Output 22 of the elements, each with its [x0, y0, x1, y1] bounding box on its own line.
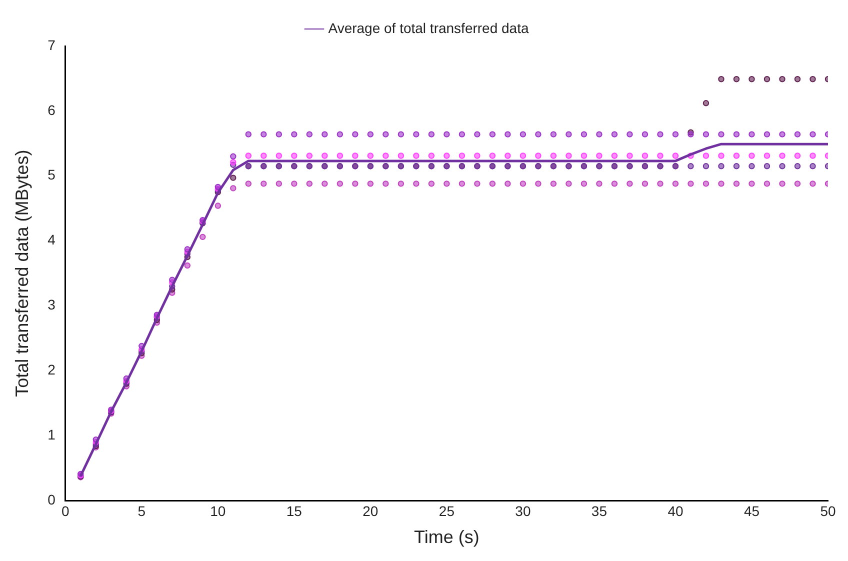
x-tick-label: 0	[61, 502, 70, 519]
x-tick-label: 10	[210, 502, 226, 519]
x-tick-label: 30	[515, 502, 531, 519]
y-tick-label: 0	[48, 491, 56, 508]
x-tick-label: 40	[668, 502, 684, 519]
x-tick-label: 15	[286, 502, 302, 519]
y-tick-label: 2	[48, 362, 56, 378]
y-tick-label: 5	[48, 166, 56, 183]
y-tick-label: 3	[48, 296, 56, 313]
x-tick-label: 25	[438, 502, 455, 519]
y-axis-title: Total transferred data (MBytes)	[12, 150, 32, 397]
x-tick-label: 20	[362, 502, 378, 519]
x-tick-label: 5	[138, 502, 146, 519]
x-tick-label: 35	[591, 502, 608, 519]
legend-label: Average of total transferred data	[328, 20, 529, 36]
y-tick-label: 6	[48, 102, 56, 118]
y-tick-label: 7	[48, 36, 56, 53]
y-tick-label: 1	[48, 426, 56, 443]
y-tick-label: 4	[48, 232, 56, 248]
x-tick-label: 50	[820, 502, 836, 519]
x-tick-label: 45	[744, 502, 760, 519]
x-axis-title: Time (s)	[414, 527, 480, 548]
